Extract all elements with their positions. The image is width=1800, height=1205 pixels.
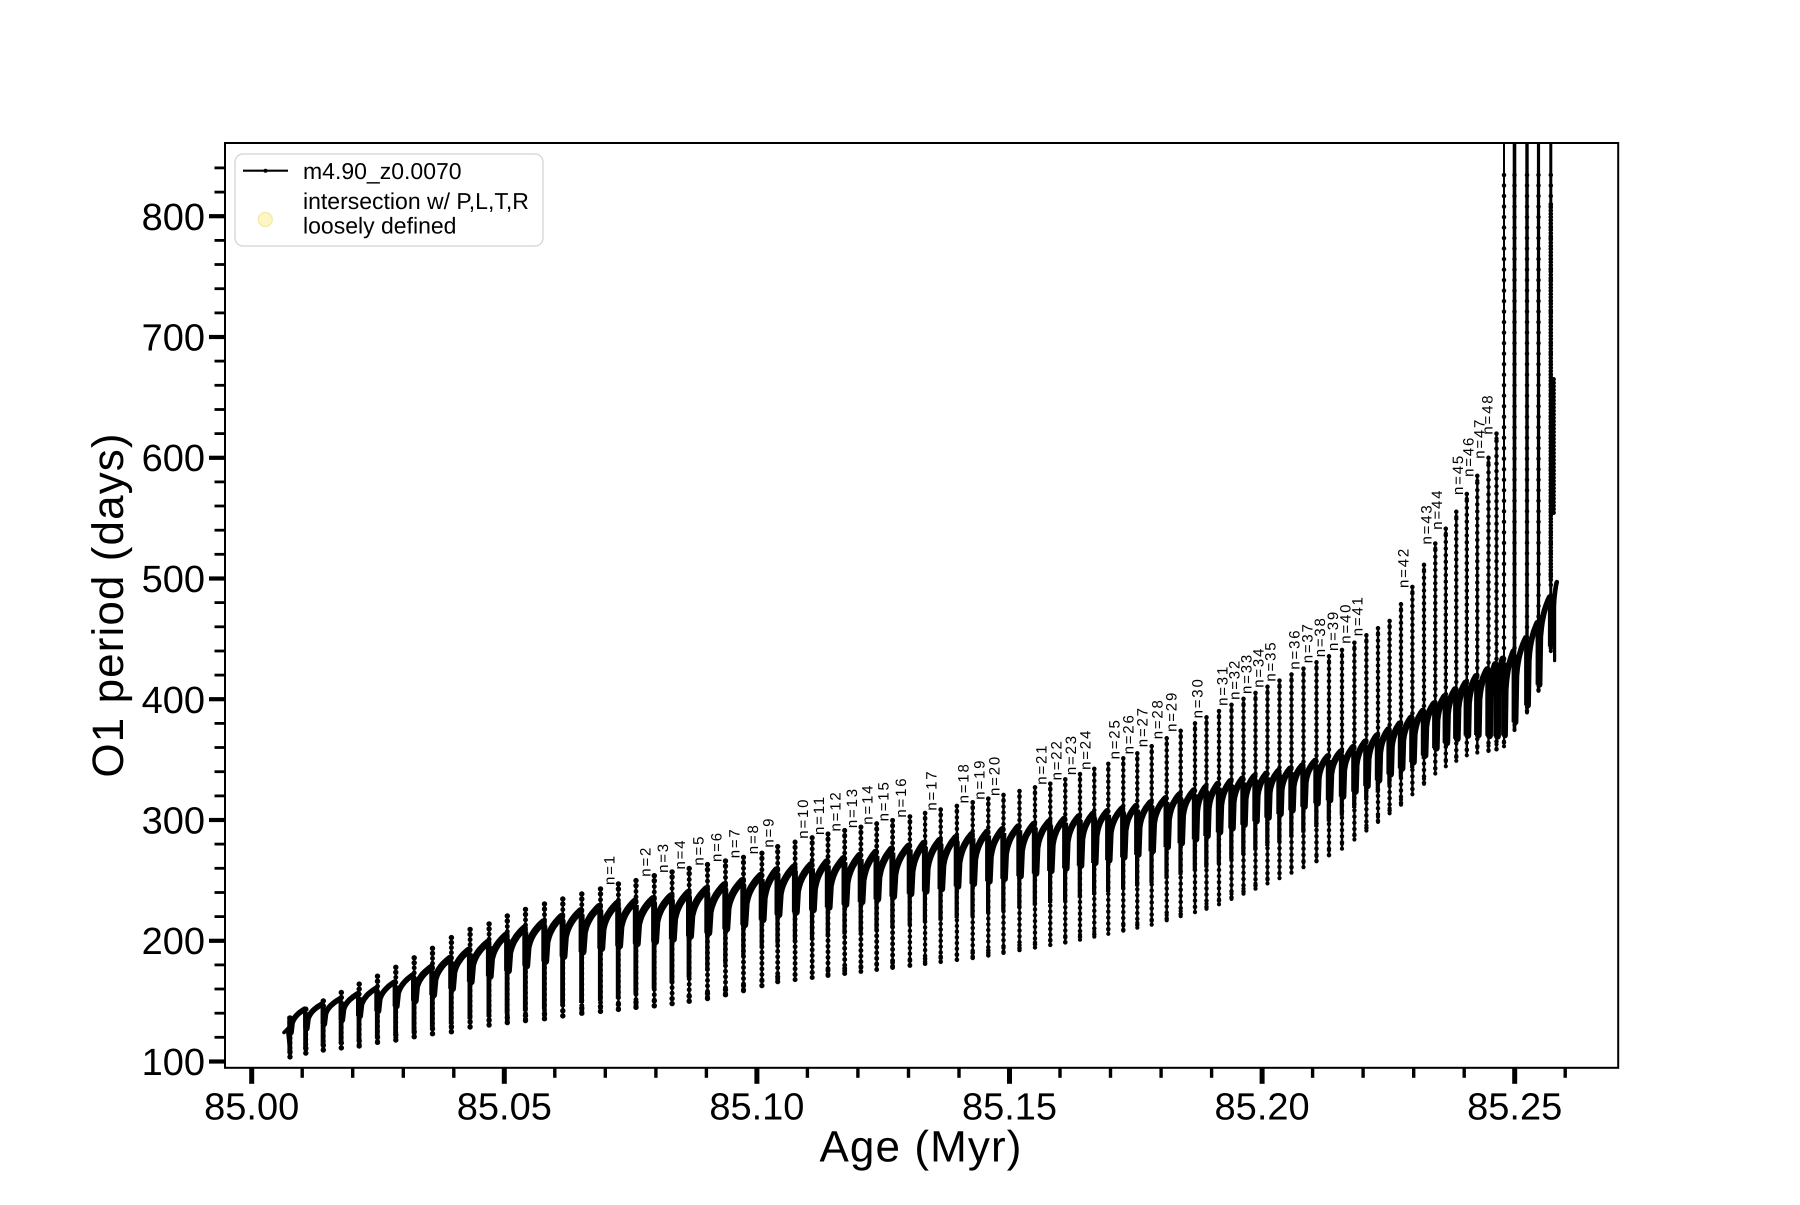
svg-text:n=33: n=33 xyxy=(1239,653,1256,694)
svg-text:600: 600 xyxy=(142,438,205,480)
svg-text:n=12: n=12 xyxy=(828,791,845,832)
svg-text:85.15: 85.15 xyxy=(962,1087,1057,1129)
svg-text:n=28: n=28 xyxy=(1150,698,1167,739)
svg-text:n=37: n=37 xyxy=(1300,622,1317,663)
svg-text:85.10: 85.10 xyxy=(709,1087,804,1129)
svg-text:n=44: n=44 xyxy=(1429,489,1446,530)
svg-text:n=16: n=16 xyxy=(893,777,910,818)
svg-text:400: 400 xyxy=(142,680,205,722)
svg-text:300: 300 xyxy=(142,801,205,843)
svg-text:n=14: n=14 xyxy=(860,784,877,825)
svg-text:n=42: n=42 xyxy=(1395,547,1412,588)
svg-text:n=11: n=11 xyxy=(811,795,828,835)
svg-text:loosely defined: loosely defined xyxy=(303,213,456,239)
svg-text:700: 700 xyxy=(142,318,205,360)
svg-text:n=6: n=6 xyxy=(709,831,726,862)
svg-text:n=8: n=8 xyxy=(745,823,762,854)
svg-text:n=36: n=36 xyxy=(1287,629,1304,670)
svg-text:n=47: n=47 xyxy=(1472,418,1489,459)
svg-text:n=18: n=18 xyxy=(956,762,973,803)
svg-text:n=22: n=22 xyxy=(1048,739,1065,780)
svg-text:n=30: n=30 xyxy=(1190,677,1207,718)
svg-text:800: 800 xyxy=(142,197,205,239)
svg-text:n=29: n=29 xyxy=(1164,691,1181,732)
svg-text:n=3: n=3 xyxy=(655,842,672,873)
svg-text:Age (Myr): Age (Myr) xyxy=(819,1123,1022,1172)
svg-text:n=38: n=38 xyxy=(1312,616,1329,657)
svg-text:n=9: n=9 xyxy=(761,817,778,848)
svg-text:n=48: n=48 xyxy=(1480,394,1497,435)
svg-text:n=23: n=23 xyxy=(1063,734,1080,775)
svg-text:O1 period (days): O1 period (days) xyxy=(84,432,133,777)
svg-text:n=31: n=31 xyxy=(1215,665,1232,706)
svg-text:n=41: n=41 xyxy=(1349,595,1366,636)
svg-text:n=10: n=10 xyxy=(795,798,812,839)
svg-text:n=43: n=43 xyxy=(1418,504,1435,545)
svg-text:n=26: n=26 xyxy=(1120,713,1137,754)
svg-text:n=35: n=35 xyxy=(1263,641,1280,682)
svg-text:n=20: n=20 xyxy=(987,755,1004,796)
svg-text:n=1: n=1 xyxy=(601,854,618,885)
svg-text:n=7: n=7 xyxy=(727,827,744,858)
svg-text:n=25: n=25 xyxy=(1106,718,1123,759)
svg-text:n=2: n=2 xyxy=(637,846,654,877)
svg-text:n=45: n=45 xyxy=(1450,454,1467,495)
svg-text:85.00: 85.00 xyxy=(204,1087,299,1129)
svg-text:n=40: n=40 xyxy=(1337,603,1354,644)
svg-text:n=24: n=24 xyxy=(1077,729,1094,770)
svg-text:n=15: n=15 xyxy=(876,780,893,821)
svg-text:n=17: n=17 xyxy=(924,770,941,811)
svg-text:n=46: n=46 xyxy=(1460,436,1477,477)
svg-text:85.20: 85.20 xyxy=(1215,1087,1310,1129)
svg-text:n=13: n=13 xyxy=(844,787,861,828)
svg-text:n=34: n=34 xyxy=(1251,647,1268,688)
svg-text:200: 200 xyxy=(142,921,205,963)
svg-text:n=39: n=39 xyxy=(1325,610,1342,651)
svg-text:n=21: n=21 xyxy=(1033,744,1050,785)
svg-text:intersection w/ P,L,T,R: intersection w/ P,L,T,R xyxy=(303,188,529,214)
svg-text:85.25: 85.25 xyxy=(1467,1087,1562,1129)
svg-text:500: 500 xyxy=(142,559,205,601)
svg-text:n=32: n=32 xyxy=(1227,659,1244,700)
svg-text:100: 100 xyxy=(142,1042,205,1084)
svg-text:n=19: n=19 xyxy=(971,759,988,800)
svg-text:85.05: 85.05 xyxy=(457,1087,552,1129)
svg-text:m4.90_z0.0070: m4.90_z0.0070 xyxy=(303,158,462,184)
svg-text:n=27: n=27 xyxy=(1135,706,1152,747)
svg-text:n=5: n=5 xyxy=(691,835,708,866)
svg-text:n=4: n=4 xyxy=(672,839,689,870)
